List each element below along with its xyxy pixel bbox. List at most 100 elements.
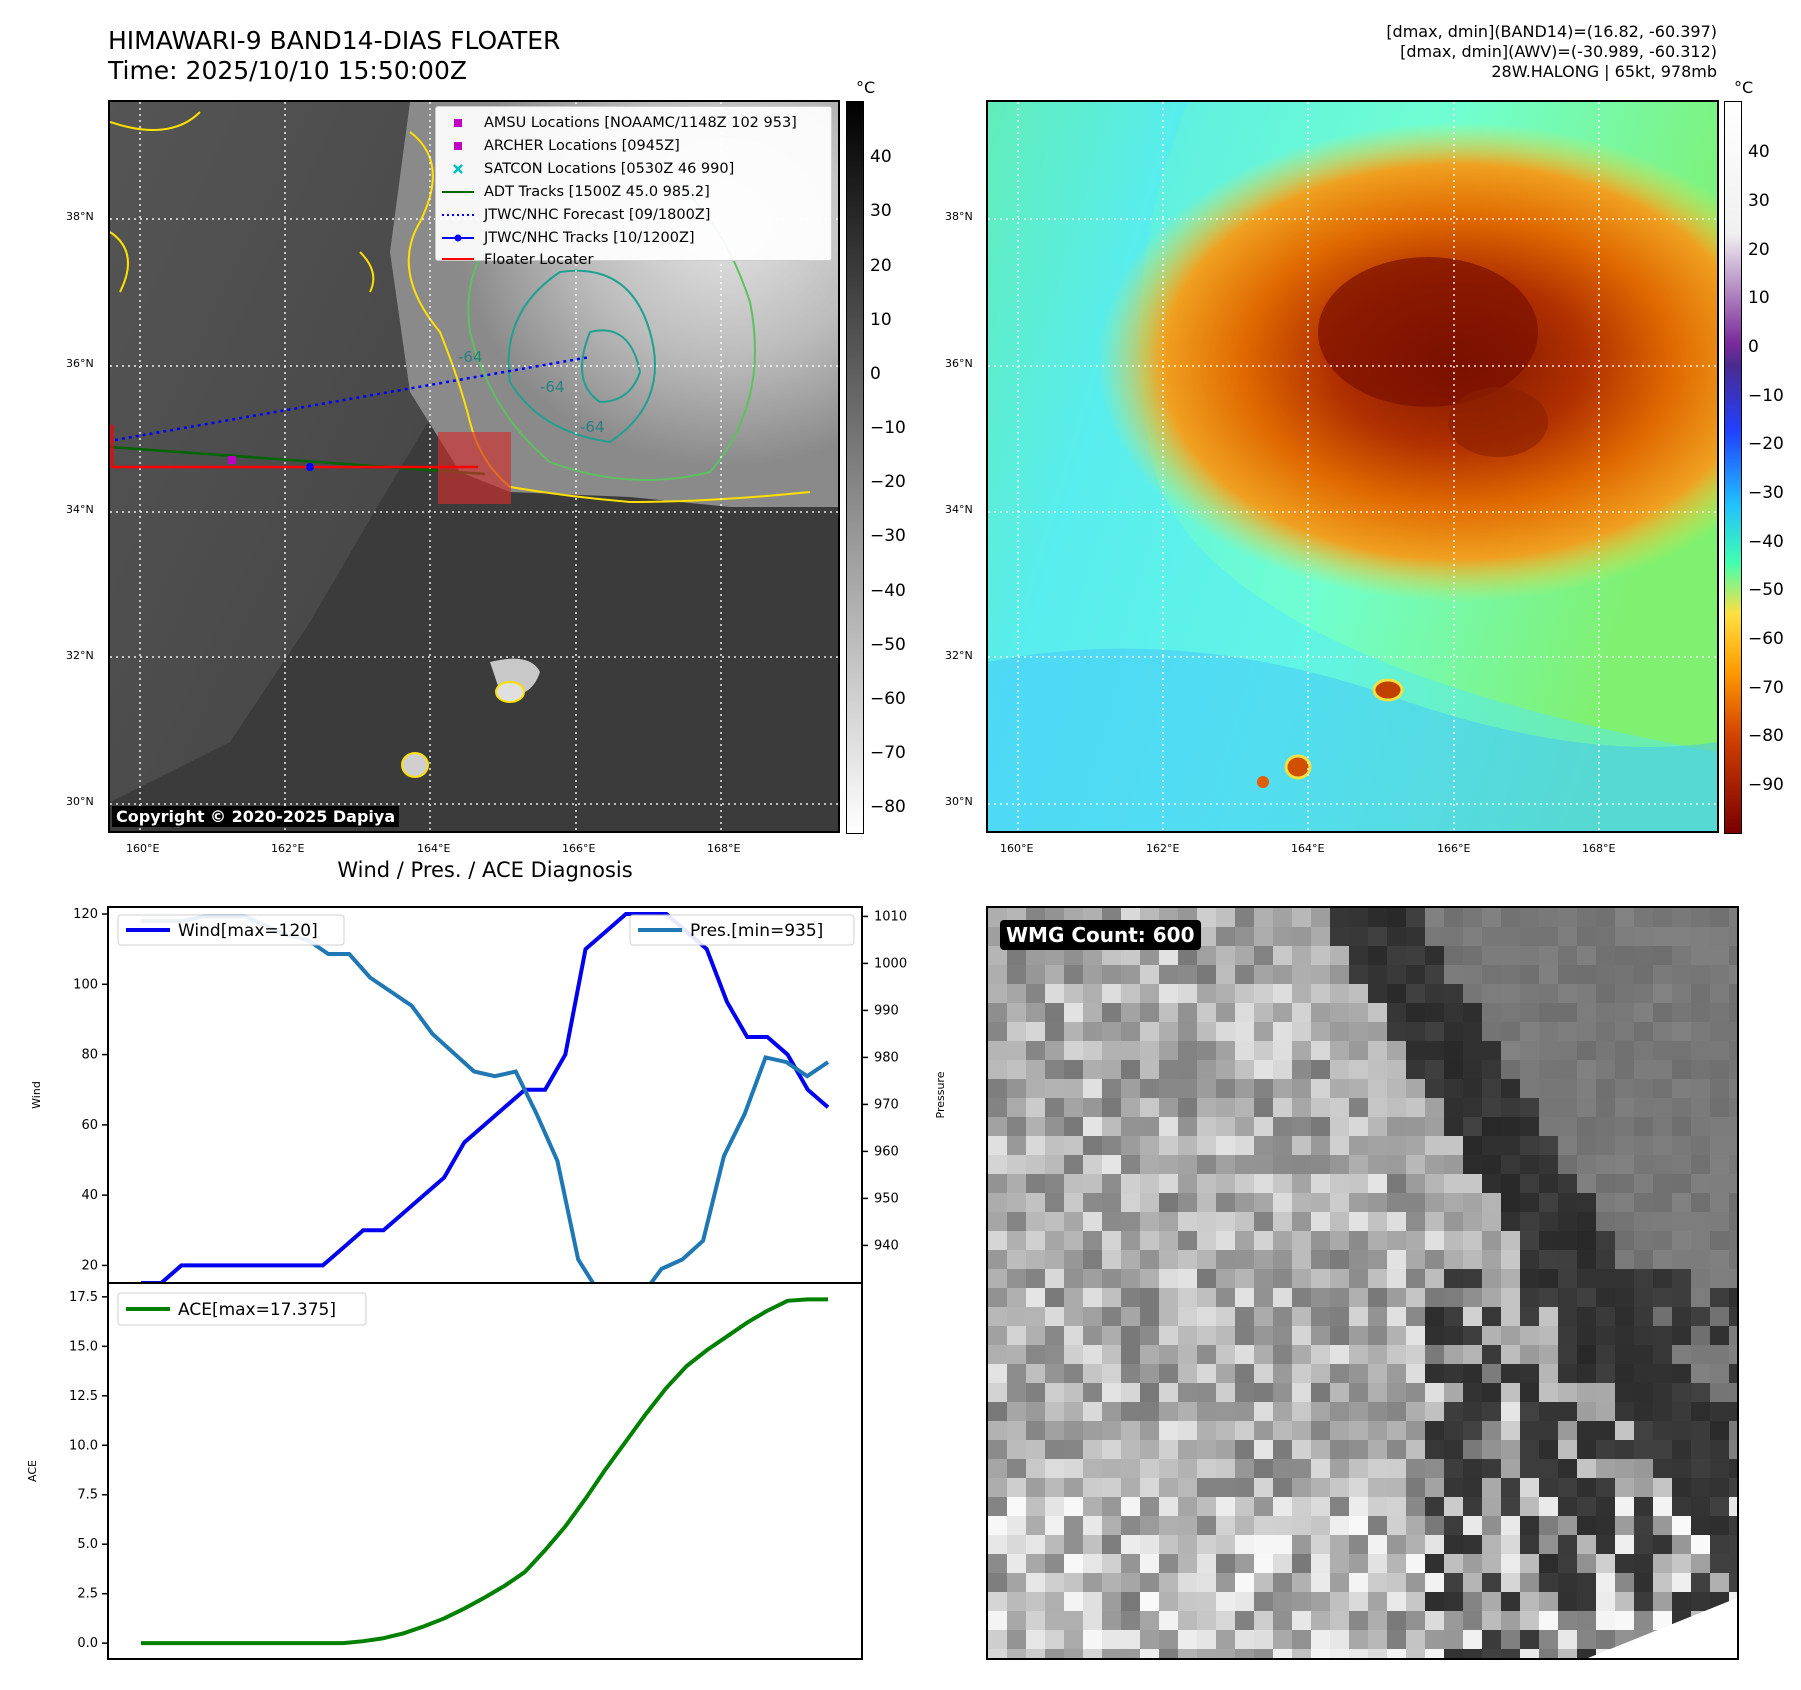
wmg-pixel — [1026, 1174, 1046, 1194]
wmg-pixel — [1596, 1231, 1616, 1251]
wmg-pixel — [1501, 1554, 1521, 1574]
wmg-pixel — [1577, 1592, 1597, 1612]
wmg-pixel — [1330, 1383, 1350, 1403]
wmg-pixel — [1140, 1307, 1160, 1327]
wind-axis-label: Wind — [30, 1081, 43, 1109]
wmg-pixel — [1330, 1098, 1350, 1118]
wmg-pixel — [1558, 1288, 1578, 1308]
ace-series-line — [141, 1297, 828, 1646]
wmg-pixel — [1121, 1573, 1141, 1593]
wmg-pixel — [1273, 1003, 1293, 1023]
wmg-pixel — [1539, 1440, 1559, 1460]
wmg-pixel — [1691, 1573, 1711, 1593]
wmg-pixel — [1045, 1174, 1065, 1194]
wmg-pixel — [1482, 1098, 1502, 1118]
wmg-pixel — [1615, 1421, 1635, 1441]
wmg-pixel — [1406, 1611, 1426, 1631]
wmg-pixel — [1083, 1459, 1103, 1479]
wmg-pixel — [1710, 1364, 1730, 1384]
wmg-pixel — [1482, 1554, 1502, 1574]
wmg-pixel — [1653, 1250, 1673, 1270]
wmg-pixel — [1026, 1250, 1046, 1270]
pressure-ytick-label: 970 — [874, 1097, 899, 1112]
wmg-pixel — [1672, 1307, 1692, 1327]
wmg-pixel — [1501, 1364, 1521, 1384]
wmg-pixel — [1615, 1288, 1635, 1308]
wmg-pixel — [1444, 1288, 1464, 1308]
wmg-pixel — [1349, 1269, 1369, 1289]
wmg-pixel — [1273, 1364, 1293, 1384]
wmg-pixel — [1197, 1060, 1217, 1080]
wmg-pixel — [1368, 1098, 1388, 1118]
wmg-pixel — [1672, 1250, 1692, 1270]
wmg-pixel — [1691, 1155, 1711, 1175]
wmg-pixel — [1292, 1649, 1312, 1658]
wmg-pixel — [1615, 984, 1635, 1004]
wmg-pixel — [1102, 1592, 1122, 1612]
wmg-pixel — [1387, 1649, 1407, 1658]
wmg-pixel — [1539, 1459, 1559, 1479]
wmg-pixel — [1140, 1535, 1160, 1555]
wmg-pixel — [1558, 1250, 1578, 1270]
wmg-pixel — [1406, 965, 1426, 985]
wmg-pixel — [1425, 984, 1445, 1004]
wmg-pixel — [1406, 1231, 1426, 1251]
wmg-pixel — [1216, 1193, 1236, 1213]
wmg-pixel — [1292, 1307, 1312, 1327]
wmg-pixel — [1197, 1345, 1217, 1365]
wmg-pixel — [1045, 1060, 1065, 1080]
wmg-pixel — [1691, 1250, 1711, 1270]
wmg-pixel — [1634, 1459, 1654, 1479]
wmg-pixel — [1254, 927, 1274, 947]
wmg-pixel — [1501, 1098, 1521, 1118]
wmg-pixel — [1178, 1573, 1198, 1593]
wmg-pixel — [1539, 1383, 1559, 1403]
wmg-pixel — [1691, 1535, 1711, 1555]
wmg-pixel — [1691, 1212, 1711, 1232]
wind-ytick-label: 100 — [73, 977, 98, 992]
wmg-pixel — [1349, 1516, 1369, 1536]
wmg-pixel — [1045, 1554, 1065, 1574]
wmg-pixel — [1691, 1592, 1711, 1612]
wmg-pixel — [1482, 927, 1502, 947]
wmg-pixel — [1197, 1402, 1217, 1422]
wmg-pixel — [1444, 1250, 1464, 1270]
awv-cb-tick-10: 10 — [1748, 288, 1770, 308]
wmg-pixel — [1045, 1345, 1065, 1365]
wmg-pixel — [1482, 1212, 1502, 1232]
wmg-pixel — [1330, 1592, 1350, 1612]
wmg-pixel — [1216, 1573, 1236, 1593]
wmg-pixel — [1216, 1003, 1236, 1023]
ir-cb-tick-40: 40 — [870, 147, 892, 167]
wmg-pixel — [1425, 1079, 1445, 1099]
wmg-pixel — [1710, 1250, 1730, 1270]
wmg-pixel — [1273, 1326, 1293, 1346]
wmg-pixel — [1159, 1041, 1179, 1061]
wmg-pixel — [988, 1592, 1008, 1612]
wmg-pixel — [1463, 1630, 1483, 1650]
wmg-pixel — [1349, 1022, 1369, 1042]
ir-cb-tick-m70: −70 — [870, 743, 906, 763]
wmg-pixel — [1577, 1250, 1597, 1270]
wmg-pixel — [1520, 1155, 1540, 1175]
wmg-pixel — [1140, 1155, 1160, 1175]
wmg-pixel — [1691, 1117, 1711, 1137]
wmg-pixel — [1596, 965, 1616, 985]
wmg-pixel — [1425, 1098, 1445, 1118]
wmg-pixel — [1330, 1003, 1350, 1023]
wmg-pixel — [1444, 1117, 1464, 1137]
wmg-pixel — [1311, 1231, 1331, 1251]
wmg-pixel — [988, 1421, 1008, 1441]
wmg-pixel — [1159, 1307, 1179, 1327]
wmg-pixel — [1596, 1554, 1616, 1574]
pressure-legend-label: Pres.[min=935] — [690, 921, 823, 941]
wmg-pixel — [1330, 1155, 1350, 1175]
wmg-pixel — [1406, 927, 1426, 947]
wmg-pixel — [1254, 1535, 1274, 1555]
wmg-pixel — [1273, 946, 1293, 966]
wmg-pixel — [1672, 1326, 1692, 1346]
wmg-pixel — [1482, 1079, 1502, 1099]
wmg-pixel — [1159, 1592, 1179, 1612]
wmg-pixel — [1634, 946, 1654, 966]
ir-lat-34: 34°N — [66, 503, 94, 516]
